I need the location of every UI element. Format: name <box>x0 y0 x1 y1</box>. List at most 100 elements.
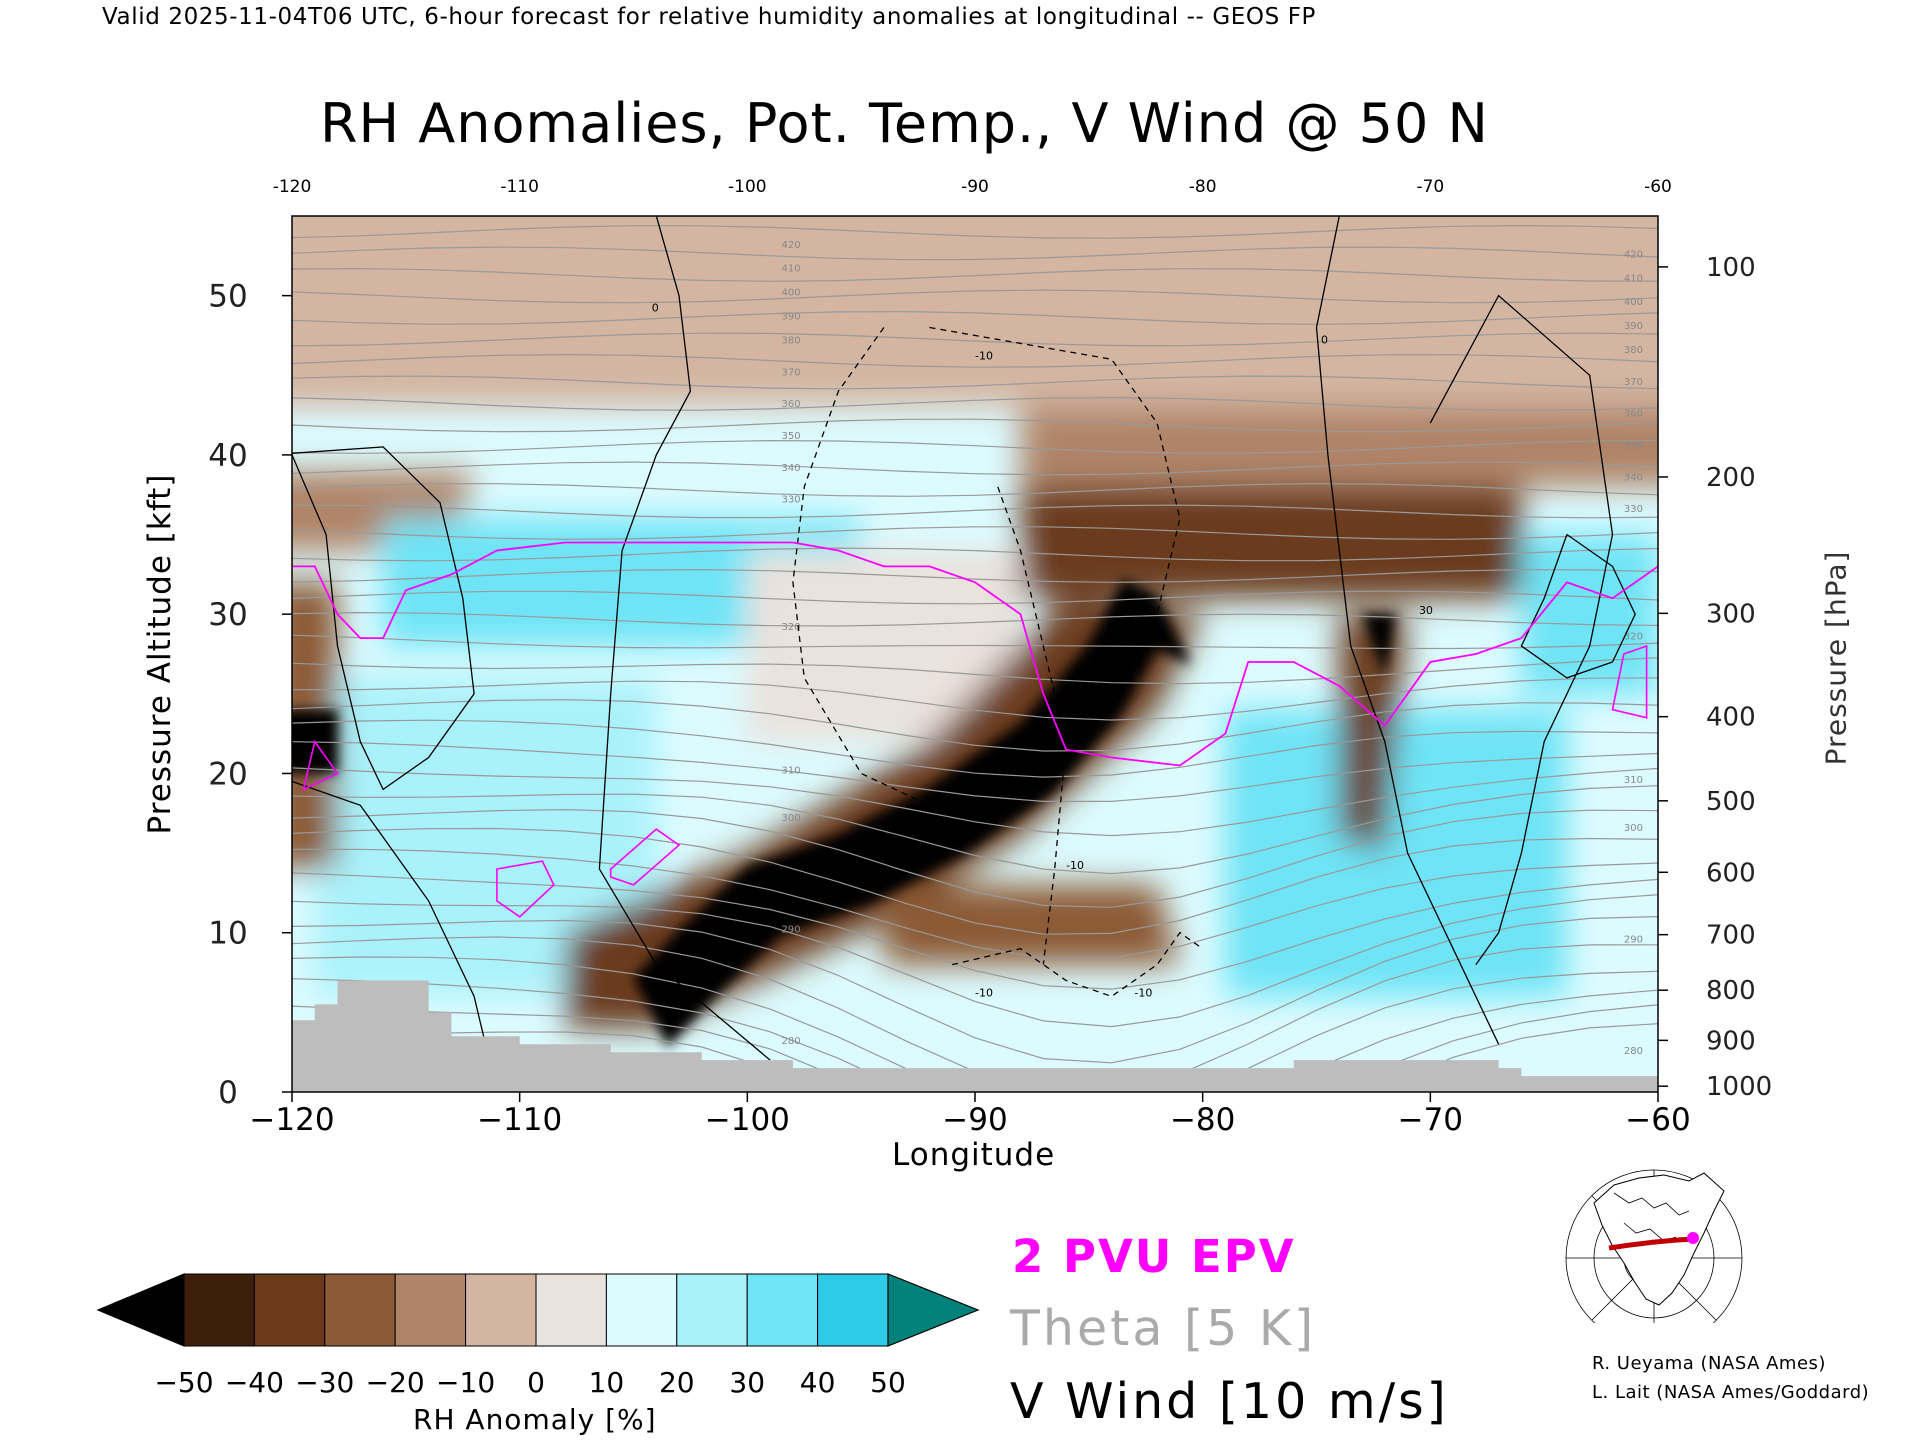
epv-2pvu-blob <box>496 860 555 918</box>
theta-line <box>292 634 1658 650</box>
vwind-label: -10 <box>975 349 993 362</box>
theta-line <box>292 289 1658 304</box>
epv-2pvu-blob <box>1611 644 1648 719</box>
rh-region-stratosphere-top <box>292 216 1658 408</box>
colorbar-bin <box>324 1273 396 1347</box>
theta-label-east: 390 <box>1624 321 1643 332</box>
theta-line <box>292 396 1658 411</box>
theta-line <box>292 310 1658 325</box>
pressure-tick-label: 900 <box>1706 1026 1756 1056</box>
colorbar-bin <box>183 1273 255 1347</box>
x-top-tick-label: -100 <box>728 177 767 197</box>
colorbar-tick-label: −20 <box>366 1366 425 1399</box>
epv-2pvu-blob <box>302 739 339 791</box>
vwind-label: 0 <box>1321 333 1328 346</box>
legend-theta: Theta [5 K] <box>1010 1300 1317 1357</box>
vwind-label: 30 <box>1419 604 1433 617</box>
theta-line <box>292 375 1658 390</box>
epv-2pvu-line <box>292 541 1658 767</box>
colorbar-tick-label: 10 <box>589 1366 625 1399</box>
vwind-contour <box>1429 294 1614 965</box>
y-axis-right-label: Pressure [hPa] <box>1819 550 1853 766</box>
colorbar-tick-label: 20 <box>659 1366 695 1399</box>
theta-label: 410 <box>781 264 800 275</box>
theta-label-east: 380 <box>1624 345 1643 356</box>
pressure-tick-label: 500 <box>1706 787 1756 817</box>
theta-label: 360 <box>781 399 800 410</box>
colorbar-tick-label: 50 <box>870 1366 906 1399</box>
pressure-tick-label: 200 <box>1706 463 1756 493</box>
vwind-contour <box>1315 216 1500 1045</box>
x-tick-label: −120 <box>249 1102 334 1138</box>
vwind-label: -10 <box>1066 859 1084 872</box>
theta-label-east: 340 <box>1624 472 1643 483</box>
x-top-tick-label: -70 <box>1416 177 1444 197</box>
pressure-tick-label: 100 <box>1706 253 1756 283</box>
vwind-contour-negative <box>952 931 1204 998</box>
theta-line <box>292 827 1658 935</box>
vwind-contour-negative <box>997 486 1067 965</box>
map-inset <box>1565 1169 1743 1323</box>
pressure-tick-label: 700 <box>1706 921 1756 951</box>
theta-label: 350 <box>781 431 800 442</box>
theta-line <box>292 332 1658 347</box>
colorbar-bin <box>253 1273 326 1347</box>
y-tick-label: 20 <box>208 756 247 792</box>
theta-line <box>292 611 1658 627</box>
pressure-tick-label: 800 <box>1706 976 1756 1006</box>
theta-line <box>292 657 1658 685</box>
theta-label-east: 350 <box>1624 441 1643 452</box>
theta-line <box>292 767 1658 837</box>
vwind-contours <box>292 216 1636 1061</box>
pressure-tick-label: 400 <box>1706 703 1756 733</box>
theta-label-east: 360 <box>1624 409 1643 420</box>
x-top-tick-label: -80 <box>1189 177 1217 197</box>
theta-label-east: 400 <box>1624 297 1643 308</box>
theta-line <box>292 978 1658 1092</box>
theta-line <box>292 568 1658 583</box>
vwind-contour <box>1520 533 1636 679</box>
theta-label: 320 <box>781 622 800 633</box>
theta-label-east: 310 <box>1624 775 1643 786</box>
y-tick-label: 50 <box>208 279 247 315</box>
rh-region-stratosphere-brown <box>1020 407 1658 487</box>
theta-line <box>292 353 1658 368</box>
colorbar-bin <box>535 1273 607 1347</box>
rh-region-upper-brown-east <box>1020 486 1522 599</box>
theta-label-east: 370 <box>1624 377 1643 388</box>
theta-line <box>292 547 1658 562</box>
x-top-tick-label: -120 <box>273 177 312 197</box>
vwind-contour-negative <box>792 327 930 806</box>
chart-title: RH Anomalies, Pot. Temp., V Wind @ 50 N <box>320 92 1489 155</box>
y-tick-label: 0 <box>218 1075 238 1111</box>
colorbar-bin <box>676 1273 748 1347</box>
colorbar-tick-label: −30 <box>295 1366 354 1399</box>
valid-time-caption: Valid 2025-11-04T06 UTC, 6-hour forecast… <box>102 4 1317 30</box>
x-tick-label: −70 <box>1398 1102 1463 1138</box>
theta-line <box>292 439 1658 454</box>
theta-line <box>292 482 1658 497</box>
x-top-tick-label: -60 <box>1644 177 1672 197</box>
x-tick-label: −90 <box>942 1102 1007 1138</box>
theta-label: 290 <box>781 925 800 936</box>
theta-line <box>292 677 1658 721</box>
colorbar-tick-label: −40 <box>225 1366 284 1399</box>
vwind-label: 0 <box>652 302 659 315</box>
theta-line <box>292 916 1658 1064</box>
theta-label: 420 <box>781 240 800 251</box>
x-top-tick-label: -110 <box>500 177 539 197</box>
theta-label-east: 300 <box>1624 823 1643 834</box>
colorbar-tick-label: 30 <box>729 1366 765 1399</box>
y-tick-label: 10 <box>208 916 247 952</box>
vwind-label: -10 <box>975 986 993 999</box>
colorbar-bin <box>605 1273 678 1347</box>
colorbar-high-arrow <box>887 1273 980 1347</box>
theta-label: 330 <box>781 495 800 506</box>
colorbar-tick-label: −10 <box>436 1366 495 1399</box>
theta-label: 280 <box>781 1036 800 1047</box>
credit-line-2: L. Lait (NASA Ames/Goddard) <box>1592 1382 1870 1403</box>
map-section-marker <box>1687 1232 1699 1244</box>
theta-line <box>292 872 1658 990</box>
x-top-tick-label: -90 <box>961 177 989 197</box>
